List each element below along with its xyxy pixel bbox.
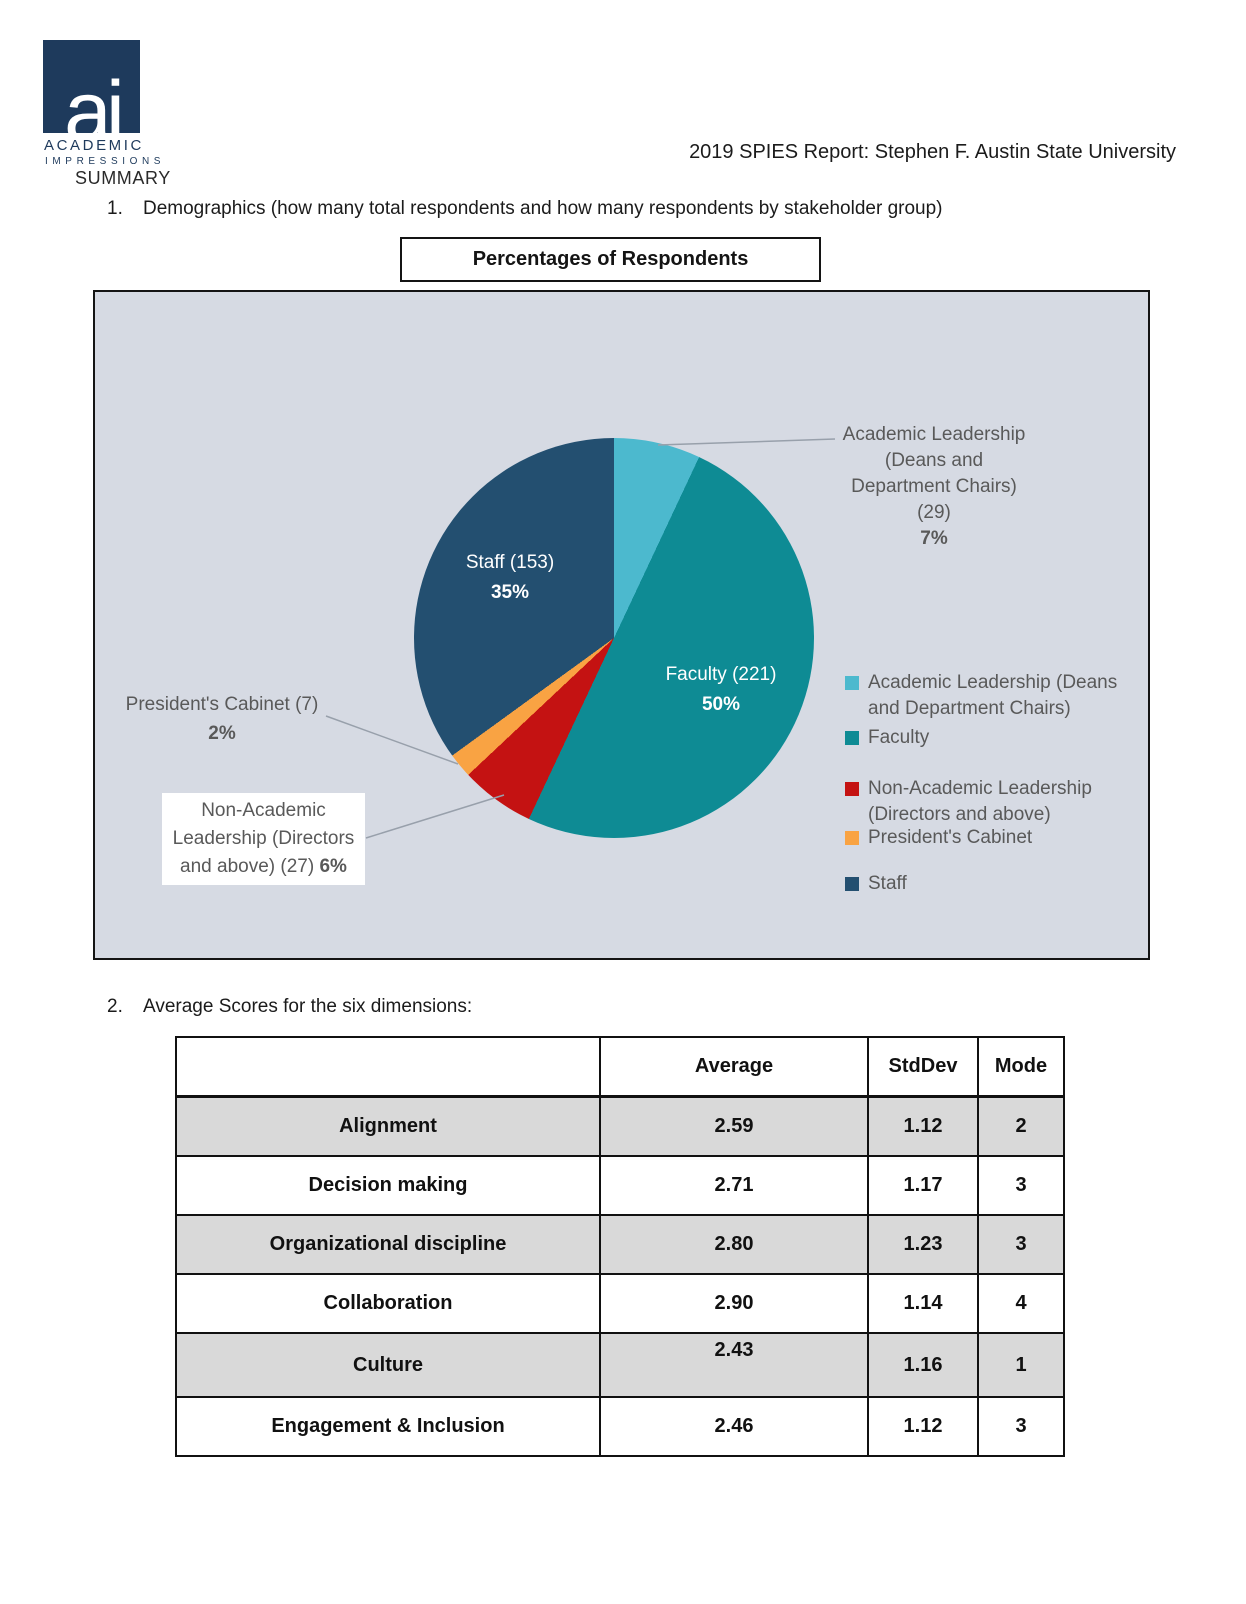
summary-heading: SUMMARY bbox=[75, 168, 171, 188]
legend-item-academic-leadership: Academic Leadership (Deans and Departmen… bbox=[845, 670, 1117, 722]
table-header-row: Average StdDev Mode bbox=[175, 1036, 1065, 1098]
table-row: Collaboration 2.90 1.14 4 bbox=[175, 1273, 1065, 1334]
cell-average: 2.46 bbox=[599, 1396, 869, 1457]
callout-line-non-academic bbox=[365, 794, 505, 839]
legend-item-faculty: Faculty bbox=[845, 725, 929, 751]
slice-pct-faculty: 50% bbox=[701, 694, 741, 715]
average-scores-table: Average StdDev Mode Alignment 2.59 1.12 … bbox=[175, 1036, 1065, 1457]
logo-text-academic: ACADEMIC bbox=[44, 137, 144, 154]
cell-stddev: 1.16 bbox=[867, 1332, 979, 1398]
slice-pct-presidents-cabinet: 2% bbox=[208, 723, 236, 744]
list-item-2-text: Average Scores for the six dimensions: bbox=[143, 996, 473, 1017]
cell-stddev: 1.23 bbox=[867, 1214, 979, 1275]
academic-impressions-logo: ai bbox=[43, 40, 140, 133]
legend-swatch-non-academic bbox=[845, 782, 859, 796]
cell-mode: 1 bbox=[977, 1332, 1065, 1398]
cell-mode: 3 bbox=[977, 1155, 1065, 1216]
cell-average: 2.43 bbox=[599, 1332, 869, 1398]
cell-stddev: 1.17 bbox=[867, 1155, 979, 1216]
cell-dimension: Organizational discipline bbox=[175, 1214, 601, 1275]
callout-line-academic-leadership bbox=[657, 438, 836, 446]
cell-mode: 2 bbox=[977, 1095, 1065, 1157]
legend-item-staff: Staff bbox=[845, 871, 907, 897]
legend-item-presidents-cabinet: President's Cabinet bbox=[845, 825, 1032, 851]
list-item-2-number: 2. bbox=[107, 996, 123, 1017]
cell-mode: 4 bbox=[977, 1273, 1065, 1334]
slice-label-faculty: Faculty (221) 50% bbox=[631, 660, 811, 720]
cell-stddev: 1.12 bbox=[867, 1095, 979, 1157]
slice-label-academic-leadership: Academic Leadership (Deans and Departmen… bbox=[824, 422, 1044, 552]
chart-title-box: Percentages of Respondents bbox=[400, 237, 821, 282]
slice-pct-non-academic: 6% bbox=[319, 856, 347, 877]
chart-title: Percentages of Respondents bbox=[472, 248, 749, 270]
slice-pct-staff: 35% bbox=[490, 582, 530, 603]
list-item-1-number: 1. bbox=[107, 198, 123, 219]
cell-dimension: Decision making bbox=[175, 1155, 601, 1216]
cell-average: 2.80 bbox=[599, 1214, 869, 1275]
table-row: Organizational discipline 2.80 1.23 3 bbox=[175, 1214, 1065, 1275]
slice-pct-academic-leadership: 7% bbox=[920, 528, 948, 549]
cell-average: 2.71 bbox=[599, 1155, 869, 1216]
table-row: Decision making 2.71 1.17 3 bbox=[175, 1155, 1065, 1216]
logo-text-impressions: IMPRESSIONS bbox=[45, 156, 166, 167]
slice-label-presidents-cabinet: President's Cabinet (7) 2% bbox=[112, 690, 332, 748]
list-item-1-text: Demographics (how many total respondents… bbox=[143, 198, 943, 219]
cell-dimension: Alignment bbox=[175, 1095, 601, 1157]
cell-dimension: Culture bbox=[175, 1332, 601, 1398]
cell-stddev: 1.14 bbox=[867, 1273, 979, 1334]
legend-swatch-academic-leadership bbox=[845, 676, 859, 690]
legend-swatch-staff bbox=[845, 877, 859, 891]
report-title: 2019 SPIES Report: Stephen F. Austin Sta… bbox=[689, 141, 1176, 163]
logo-ai-mark: ai bbox=[64, 64, 125, 133]
cell-mode: 3 bbox=[977, 1214, 1065, 1275]
header-dimension bbox=[175, 1036, 601, 1098]
header-mode: Mode bbox=[977, 1036, 1065, 1098]
legend-item-non-academic: Non-Academic Leadership (Directors and a… bbox=[845, 776, 1092, 828]
table-row: Alignment 2.59 1.12 2 bbox=[175, 1095, 1065, 1157]
table-row: Culture 2.43 1.16 1 bbox=[175, 1332, 1065, 1398]
cell-mode: 3 bbox=[977, 1396, 1065, 1457]
slice-label-staff: Staff (153) 35% bbox=[425, 548, 595, 608]
legend-swatch-faculty bbox=[845, 731, 859, 745]
cell-average: 2.90 bbox=[599, 1273, 869, 1334]
cell-dimension: Collaboration bbox=[175, 1273, 601, 1334]
pie-chart bbox=[414, 438, 814, 838]
legend-swatch-presidents-cabinet bbox=[845, 831, 859, 845]
slice-label-non-academic: Non-Academic Leadership (Directors and a… bbox=[162, 793, 365, 885]
pie-chart-panel: Academic Leadership (Deans and Departmen… bbox=[93, 290, 1150, 960]
cell-dimension: Engagement & Inclusion bbox=[175, 1396, 601, 1457]
cell-stddev: 1.12 bbox=[867, 1396, 979, 1457]
header-average: Average bbox=[599, 1036, 869, 1098]
cell-average: 2.59 bbox=[599, 1095, 869, 1157]
table-row: Engagement & Inclusion 2.46 1.12 3 bbox=[175, 1396, 1065, 1457]
header-stddev: StdDev bbox=[867, 1036, 979, 1098]
